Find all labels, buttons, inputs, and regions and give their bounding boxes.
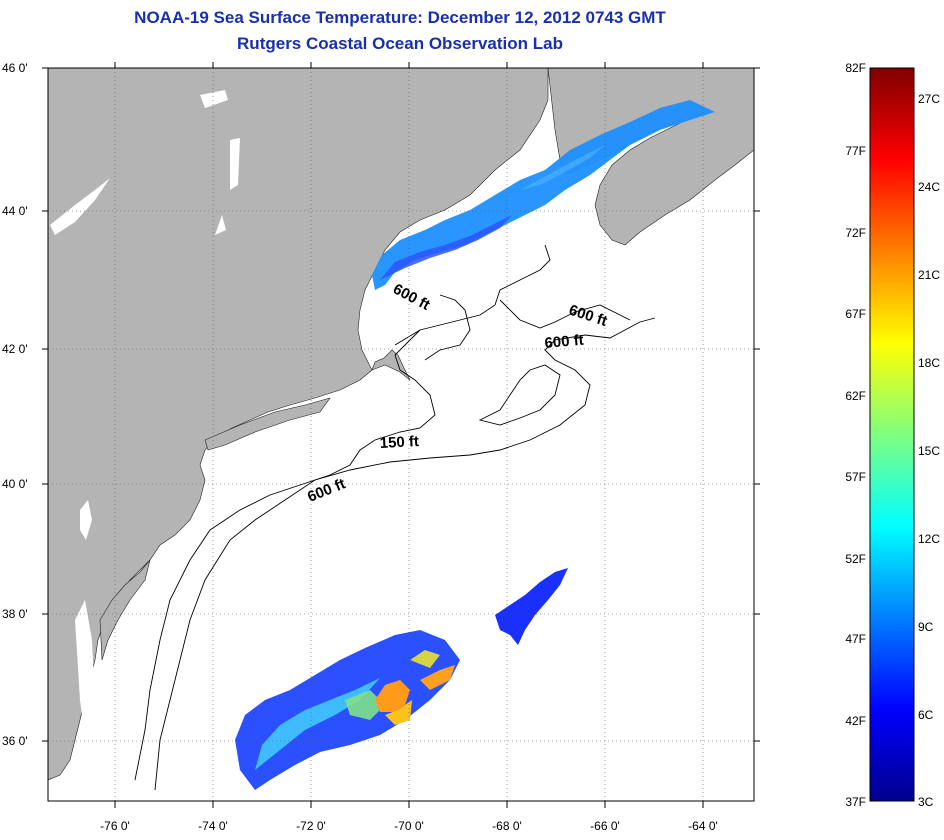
lon-tick-label: -74 0' xyxy=(198,819,228,833)
sst-offshore-south xyxy=(235,630,460,790)
map-frame xyxy=(47,67,755,802)
colorbar-f-label: 62F xyxy=(845,389,866,403)
lat-tick-label: 38 0' xyxy=(2,607,28,621)
colorbar-c-label: 12C xyxy=(918,532,940,546)
lon-tick-label: -70 0' xyxy=(394,819,424,833)
chart-subtitle: Rutgers Coastal Ocean Observation Lab xyxy=(237,34,563,53)
lon-tick-label: -68 0' xyxy=(492,819,522,833)
colorbar-c-label: 24C xyxy=(918,180,940,194)
contour-label: 150 ft xyxy=(379,433,419,452)
colorbar-f-label: 42F xyxy=(845,714,866,728)
colorbar-c-label: 9C xyxy=(918,620,934,634)
colorbar-f-label: 77F xyxy=(845,144,866,158)
colorbar-f-label: 47F xyxy=(845,632,866,646)
lat-tick-label: 36 0' xyxy=(2,734,28,748)
sst-gulf-of-maine xyxy=(372,100,715,290)
colorbar-f-label: 72F xyxy=(845,226,866,240)
land-long-island xyxy=(204,397,331,451)
lat-tick-label: 40 0' xyxy=(2,477,28,491)
contour-label: 600 ft xyxy=(544,332,585,352)
lon-tick-label: -72 0' xyxy=(296,819,326,833)
colorbar-f-label: 52F xyxy=(845,552,866,566)
colorbar-c-label: 15C xyxy=(918,444,940,458)
lat-tick-label: 44 0' xyxy=(2,204,28,218)
sst-offshore-east xyxy=(495,568,568,645)
chart-title: NOAA-19 Sea Surface Temperature: Decembe… xyxy=(134,8,666,27)
land-cape-cod xyxy=(371,349,411,381)
colorbar-f-label: 37F xyxy=(845,795,866,809)
land-delmarva xyxy=(99,559,151,661)
colorbar-f-label: 82F xyxy=(845,61,866,75)
bathymetry-contours xyxy=(134,244,656,791)
colorbar-c-label: 18C xyxy=(918,356,940,370)
colorbar-c-label: 27C xyxy=(918,92,940,106)
colorbar-c-label: 3C xyxy=(918,795,934,809)
map-grid xyxy=(48,68,754,801)
lon-tick-label: -64 0' xyxy=(688,819,718,833)
colorbar-c-label: 6C xyxy=(918,708,934,722)
colorbar-c-label: 21C xyxy=(918,268,940,282)
map-plot-area xyxy=(48,68,754,801)
lon-tick-label: -66 0' xyxy=(590,819,620,833)
colorbar-f-label: 57F xyxy=(845,470,866,484)
colorbar xyxy=(869,67,915,802)
lat-tick-label: 42 0' xyxy=(2,342,28,356)
lon-tick-label: -76 0' xyxy=(100,819,130,833)
lat-tick-label: 46 0' xyxy=(2,61,28,75)
colorbar-f-label: 67F xyxy=(845,307,866,321)
